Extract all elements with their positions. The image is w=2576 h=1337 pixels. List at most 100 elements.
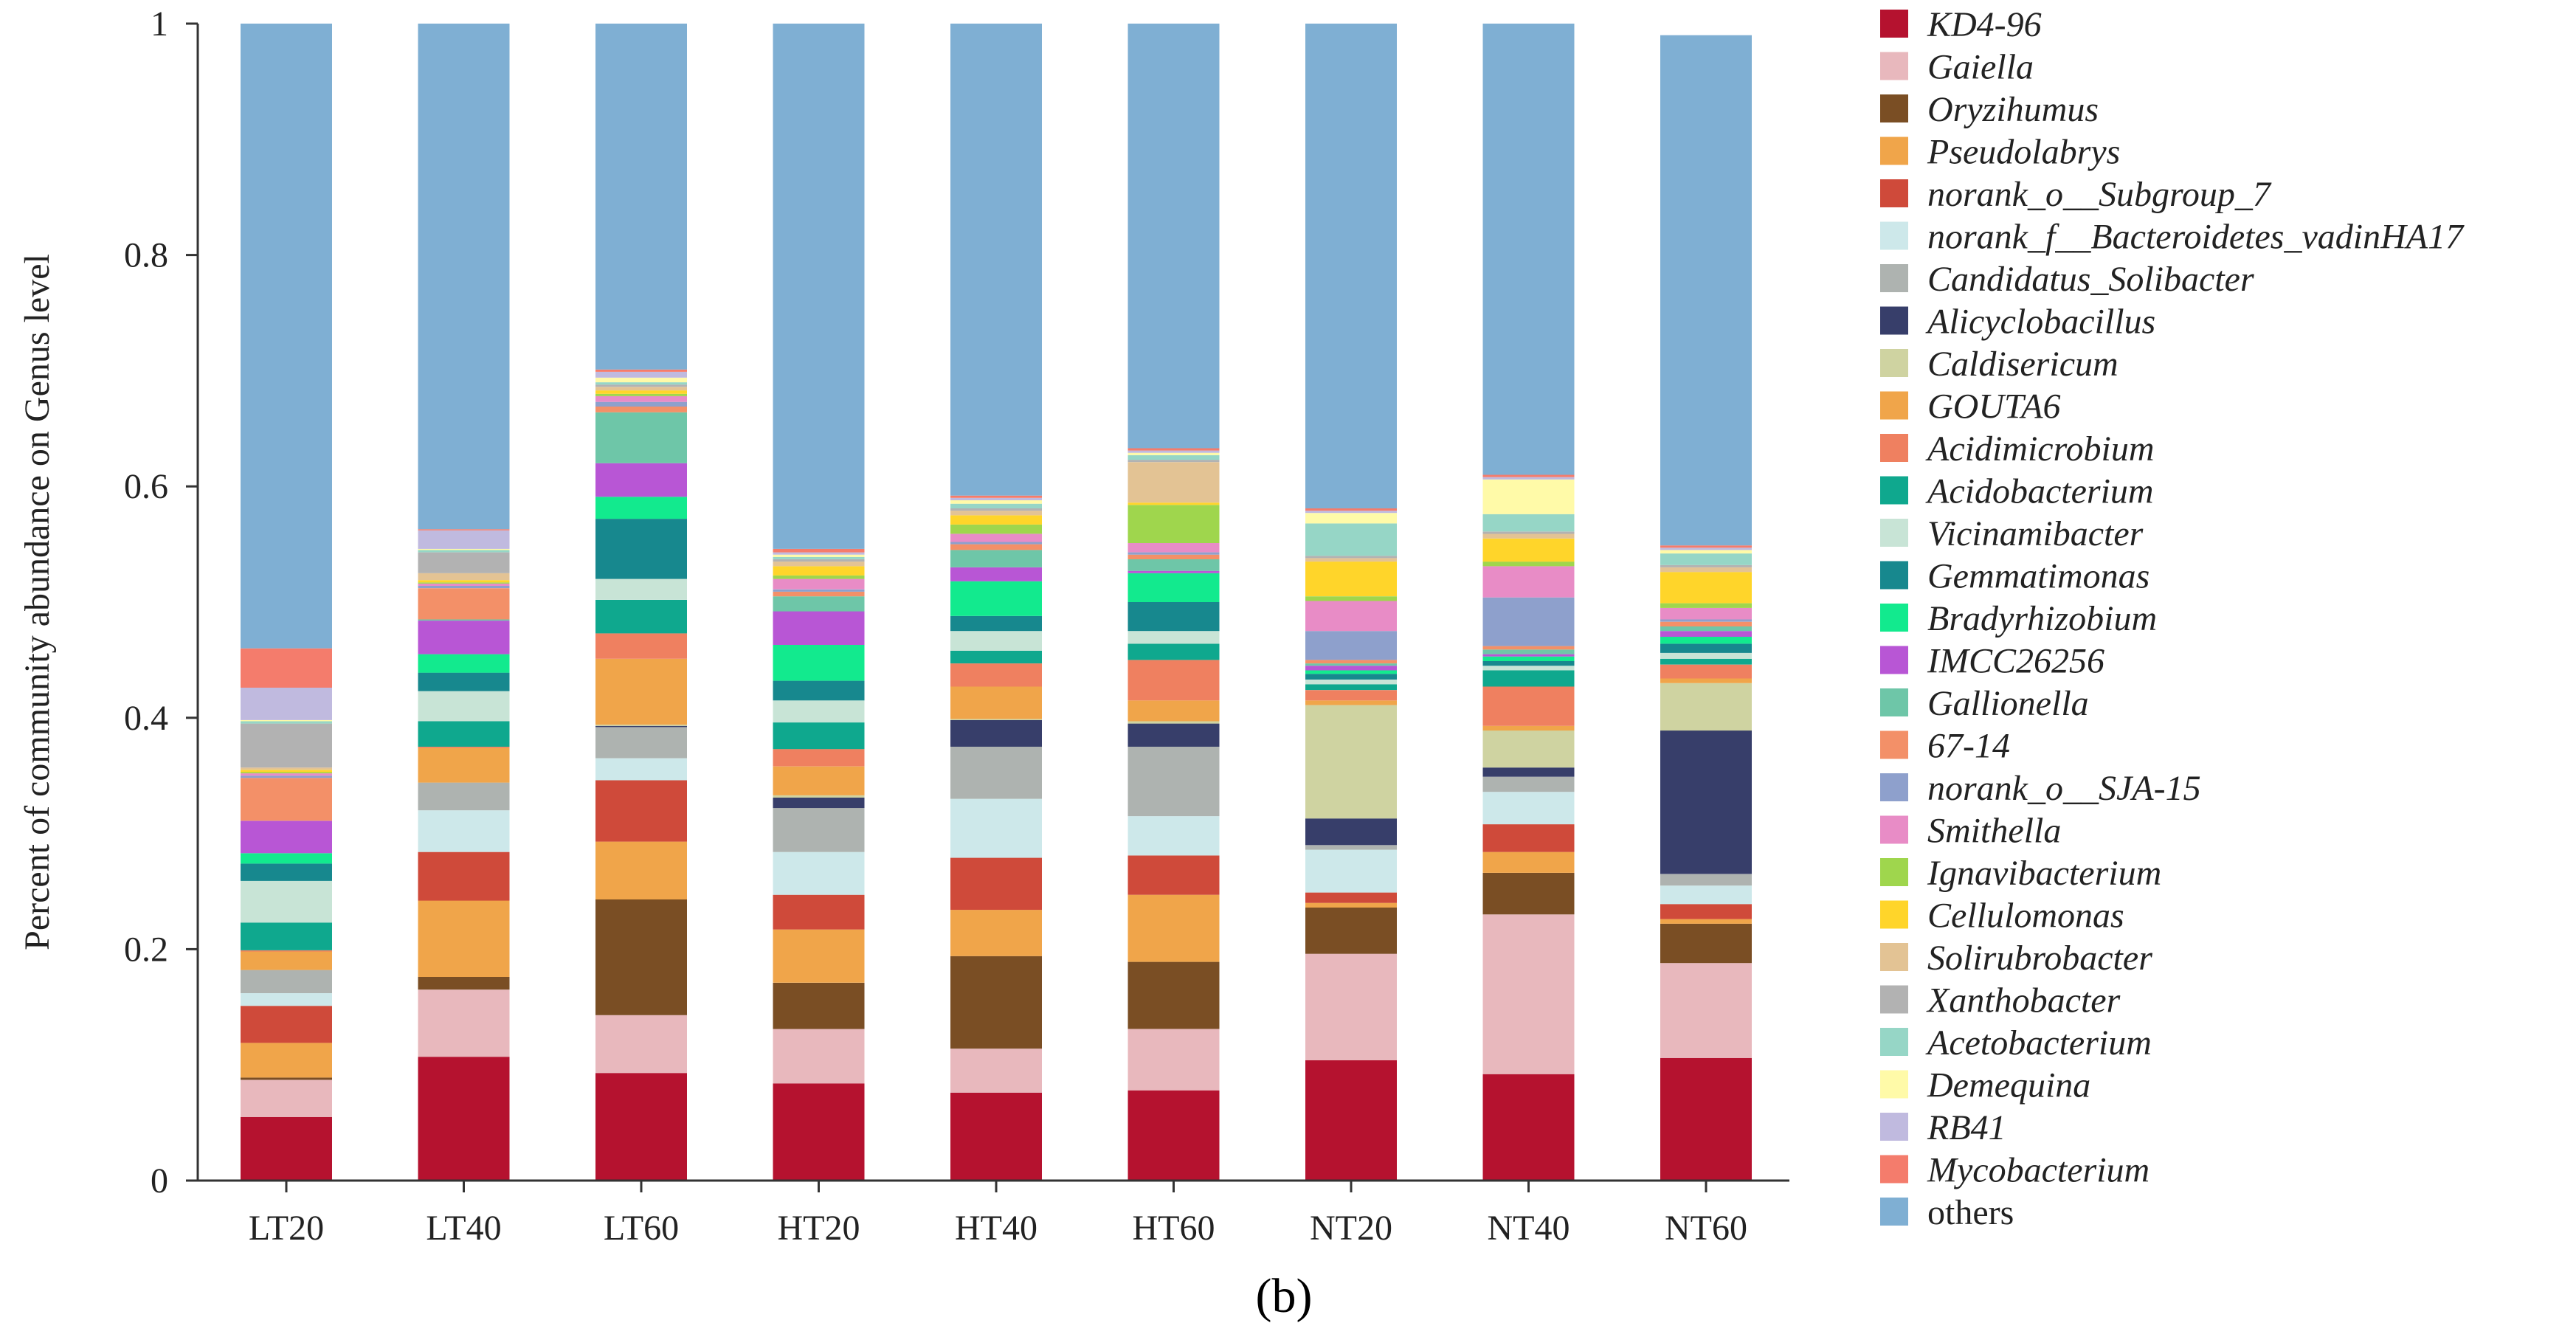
bar-segment-lt60-acetobacterium <box>595 382 687 385</box>
legend-swatch <box>1880 137 1908 165</box>
bar-segment-lt20-gaiella <box>241 1079 332 1117</box>
bar-segment-nt60-gallionella <box>1660 626 1752 632</box>
legend-label: Demequina <box>1927 1066 2090 1105</box>
legend-item-kd4-96: KD4-96 <box>1880 5 2042 44</box>
bar-segment-nt40-pseudolabrys <box>1482 851 1575 873</box>
x-tick-label: NT40 <box>1488 1209 1570 1248</box>
bar-segment-nt20-kd4-96 <box>1305 1060 1397 1181</box>
bar-segment-ht40-gemmatimonas <box>950 615 1042 632</box>
legend-item-acidobacterium: Acidobacterium <box>1880 472 2154 511</box>
bar-segment-ht20-candidatus-solibacter <box>773 808 865 852</box>
bar-segment-ht20-gouta6 <box>773 766 865 795</box>
bar-segment-nt60-caldisericum <box>1660 683 1752 731</box>
bar-segment-ht60-caldisericum <box>1128 721 1220 724</box>
bar-segment-nt40-smithella <box>1482 566 1575 598</box>
x-tick-label: HT40 <box>955 1209 1037 1248</box>
legend-item-rb41: RB41 <box>1880 1108 2006 1147</box>
bar-segment-nt60-mycobacterium <box>1660 545 1752 548</box>
bar-segment-nt60-solirubrobacter <box>1660 567 1752 573</box>
bar-segment-ht60-gemmatimonas <box>1128 602 1220 632</box>
legend-label: GOUTA6 <box>1927 387 2060 426</box>
bar-segment-ht20-acidimicrobium <box>773 749 865 767</box>
bar-segment-ht60-mycobacterium <box>1128 448 1220 451</box>
bar-segment-lt40-vicinamibacter <box>418 691 510 722</box>
bar-segment-ht60-67-14 <box>1128 554 1220 559</box>
bar-segment-nt40-acidobacterium <box>1482 670 1575 687</box>
bar-segment-ht40-oryzihumus <box>950 956 1042 1049</box>
bar-segment-lt20-ignavibacterium <box>241 772 332 774</box>
legend-label: Acidobacterium <box>1925 472 2154 511</box>
bar-segment-lt40-candidatus-solibacter <box>418 782 510 811</box>
bar-segment-lt20-rb41 <box>241 688 332 720</box>
bar-segment-ht20-alicyclobacillus <box>773 798 865 809</box>
bar-segment-ht20-demequina <box>773 554 865 557</box>
bar-segment-lt20-norank-o-sja-15 <box>241 775 332 778</box>
bar-segment-ht60-acidimicrobium <box>1128 660 1220 701</box>
bar-segment-lt20-acetobacterium <box>241 721 332 724</box>
bar-segment-nt40-gemmatimonas <box>1482 661 1575 666</box>
bar-segment-lt60-ignavibacterium <box>595 393 687 396</box>
legend-item-cellulomonas: Cellulomonas <box>1880 896 2124 936</box>
legend-label: norank_o__Subgroup_7 <box>1927 175 2272 214</box>
bar-segment-nt20-imcc26256 <box>1305 666 1397 671</box>
bar-segment-ht40-candidatus-solibacter <box>950 747 1042 799</box>
bar-segment-lt40-gallionella <box>418 619 510 621</box>
bar-segment-lt40-cellulomonas <box>418 580 510 583</box>
bar-segment-ht40-norank-f-bacteroidetes-vadinha17 <box>950 798 1042 858</box>
legend-swatch <box>1880 858 1908 886</box>
bar-segment-lt40-rb41 <box>418 530 510 549</box>
legend-swatch <box>1880 815 1908 844</box>
bar-segment-ht40-norank-o-subgroup-7 <box>950 857 1042 911</box>
bar-segment-lt60-candidatus-solibacter <box>595 727 687 759</box>
legend-item-solirubrobacter: Solirubrobacter <box>1880 939 2152 978</box>
x-tick-label: HT20 <box>778 1209 860 1248</box>
bar-segment-nt40-cellulomonas <box>1482 538 1575 562</box>
bar-segment-ht60-others <box>1128 24 1220 449</box>
bar-segment-lt40-pseudolabrys <box>418 900 510 977</box>
bar-segment-nt60-oryzihumus <box>1660 923 1752 964</box>
bar-segment-lt20-others <box>241 24 332 649</box>
bar-segment-nt40-kd4-96 <box>1482 1074 1575 1181</box>
bar-segment-lt60-norank-o-subgroup-7 <box>595 780 687 842</box>
bar-segment-lt60-acidobacterium <box>595 599 687 634</box>
bar-segment-nt40-gaiella <box>1482 914 1575 1074</box>
bar-stack-lt40 <box>418 24 510 1181</box>
y-axis-title: Percent of community abundance on Genus … <box>18 254 57 950</box>
legend-item-gouta6: GOUTA6 <box>1880 387 2060 426</box>
bar-segment-ht60-norank-o-subgroup-7 <box>1128 855 1220 895</box>
bar-segment-ht40-gaiella <box>950 1048 1042 1093</box>
legend-item-oryzihumus: Oryzihumus <box>1880 90 2099 129</box>
bar-segment-nt40-solirubrobacter <box>1482 533 1575 539</box>
bar-segment-ht40-rb41 <box>950 497 1042 500</box>
bar-segment-nt40-xanthobacter <box>1482 531 1575 534</box>
legend-item-norank-o-sja-15: norank_o__SJA-15 <box>1880 769 2201 808</box>
legend-item-alicyclobacillus: Alicyclobacillus <box>1880 303 2155 342</box>
bar-segment-lt40-bradyrhizobium <box>418 654 510 673</box>
bar-segment-lt60-imcc26256 <box>595 463 687 497</box>
bar-segment-lt40-oryzihumus <box>418 977 510 990</box>
bar-segment-nt40-bradyrhizobium <box>1482 656 1575 661</box>
bar-segment-ht60-rb41 <box>1128 450 1220 453</box>
bar-segment-lt60-solirubrobacter <box>595 387 687 391</box>
legend-swatch <box>1880 730 1908 759</box>
y-tick-label: 1 <box>151 4 168 44</box>
bar-segment-ht60-acetobacterium <box>1128 455 1220 460</box>
bar-segment-lt40-acidimicrobium <box>418 747 510 748</box>
legend-label: Gemmatimonas <box>1927 557 2149 596</box>
bar-segment-nt60-imcc26256 <box>1660 631 1752 637</box>
bar-segment-ht20-oryzihumus <box>773 982 865 1029</box>
bar-segment-nt20-67-14 <box>1305 660 1397 664</box>
bar-segment-lt40-norank-o-subgroup-7 <box>418 851 510 901</box>
bar-segment-ht60-gaiella <box>1128 1029 1220 1091</box>
bar-segment-nt20-solirubrobacter <box>1305 558 1397 562</box>
bar-segment-lt60-gemmatimonas <box>595 519 687 579</box>
bar-segment-ht20-kd4-96 <box>773 1083 865 1181</box>
bar-segment-lt20-gouta6 <box>241 951 332 970</box>
bar-segment-nt60-norank-f-bacteroidetes-vadinha17 <box>1660 885 1752 905</box>
legend-item-demequina: Demequina <box>1880 1066 2090 1105</box>
legend-swatch <box>1880 646 1908 674</box>
legend-swatch <box>1880 1070 1908 1099</box>
bar-stack-lt20 <box>241 24 332 1181</box>
bar-stack-nt60 <box>1660 35 1752 1181</box>
legend-swatch <box>1880 391 1908 420</box>
